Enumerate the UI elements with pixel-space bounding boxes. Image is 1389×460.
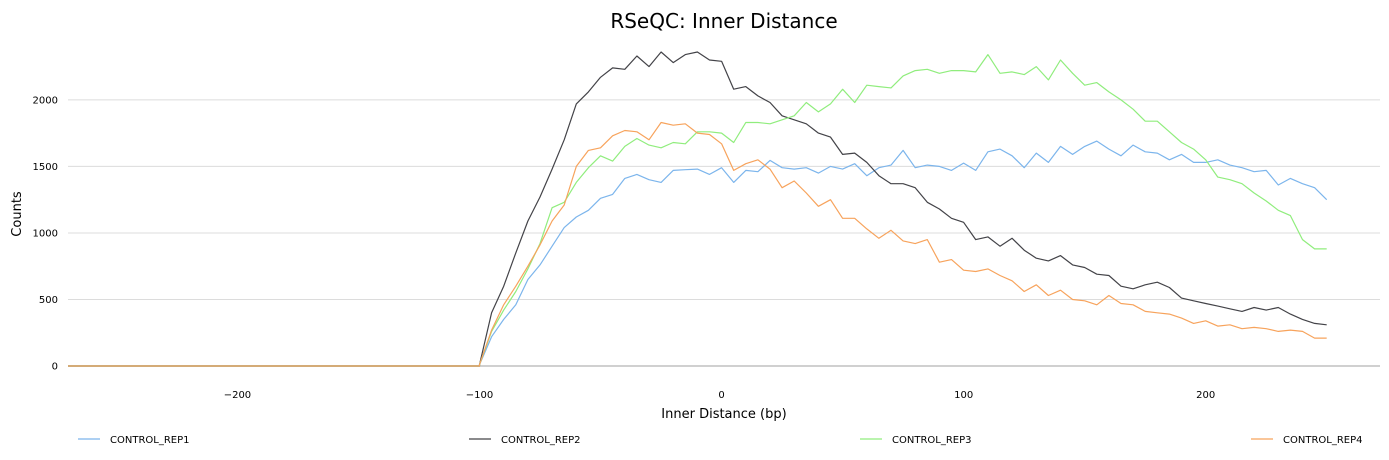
y-tick-label: 1000 bbox=[33, 228, 58, 239]
x-tick-label: −200 bbox=[224, 390, 251, 401]
y-tick-label: 1500 bbox=[33, 162, 58, 173]
x-axis-title: Inner Distance (bp) bbox=[661, 407, 786, 422]
legend: CONTROL_REP1 CONTROL_REP2 CONTROL_REP3 CONT… bbox=[78, 435, 1363, 446]
series-line-control-rep1 bbox=[68, 140, 1328, 367]
legend-item-control-rep1[interactable]: CONTROL_REP1 bbox=[78, 435, 190, 446]
y-axis-title: Counts bbox=[10, 191, 25, 237]
y-tick-label: 500 bbox=[39, 295, 58, 306]
legend-item-control-rep3[interactable]: CONTROL_REP3 bbox=[860, 435, 972, 446]
x-axis-ticks: −200 −100 0 100 200 bbox=[224, 390, 1216, 401]
legend-label: CONTROL_REP1 bbox=[110, 435, 190, 446]
legend-label: CONTROL_REP3 bbox=[892, 435, 972, 446]
chart-title: RSeQC: Inner Distance bbox=[610, 9, 837, 33]
x-tick-label: −100 bbox=[466, 390, 493, 401]
y-axis-ticks: 0 500 1000 1500 2000 bbox=[33, 95, 58, 372]
series-line-control-rep2 bbox=[68, 51, 1327, 367]
legend-label: CONTROL_REP4 bbox=[1283, 435, 1363, 446]
x-tick-label: 0 bbox=[718, 390, 724, 401]
x-tick-label: 100 bbox=[954, 390, 973, 401]
y-tick-label: 0 bbox=[52, 362, 58, 373]
grid-lines bbox=[68, 99, 1380, 367]
y-tick-label: 2000 bbox=[33, 95, 58, 106]
series-line-control-rep4 bbox=[68, 121, 1327, 367]
x-tick-label: 200 bbox=[1196, 390, 1215, 401]
legend-item-control-rep2[interactable]: CONTROL_REP2 bbox=[469, 435, 581, 446]
series-lines bbox=[68, 51, 1328, 367]
series-line-control-rep3 bbox=[68, 54, 1327, 367]
legend-label: CONTROL_REP2 bbox=[501, 435, 581, 446]
legend-item-control-rep4[interactable]: CONTROL_REP4 bbox=[1251, 435, 1363, 446]
